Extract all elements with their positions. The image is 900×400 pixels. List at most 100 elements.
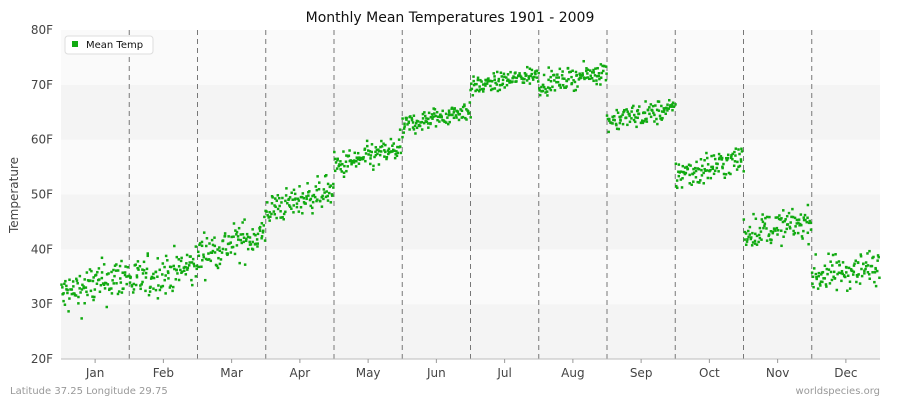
data-point: [611, 122, 614, 125]
data-point: [525, 65, 529, 69]
data-point: [574, 70, 578, 74]
data-point: [242, 240, 245, 244]
data-point: [81, 283, 84, 287]
data-point: [468, 101, 472, 104]
data-point: [274, 205, 277, 209]
data-point: [687, 163, 691, 167]
data-point: [726, 156, 730, 160]
data-point: [74, 294, 78, 297]
data-point: [737, 148, 740, 151]
data-point: [753, 242, 757, 245]
data-point: [475, 82, 478, 86]
data-point: [270, 202, 274, 205]
data-point: [377, 163, 381, 166]
data-point: [374, 146, 378, 149]
data-point: [737, 165, 740, 169]
data-point: [121, 271, 124, 274]
data-point: [167, 277, 170, 280]
data-point: [292, 211, 295, 214]
data-point: [471, 94, 475, 97]
data-point: [860, 274, 864, 278]
data-point: [485, 82, 489, 85]
data-point: [542, 73, 546, 77]
x-tick-label: Mar: [220, 366, 243, 380]
data-point: [783, 219, 786, 223]
data-point: [694, 169, 698, 173]
data-point: [613, 115, 616, 118]
data-point: [598, 77, 601, 81]
y-tick-label: 60F: [31, 133, 53, 147]
data-point: [776, 229, 780, 232]
data-point: [358, 156, 361, 159]
data-point: [667, 107, 670, 110]
data-point: [75, 277, 78, 281]
data-point: [415, 126, 419, 130]
data-point: [94, 273, 98, 277]
data-point: [89, 289, 93, 293]
data-point: [596, 66, 599, 70]
data-point: [827, 252, 830, 256]
data-point: [792, 229, 795, 233]
data-point: [742, 170, 745, 173]
data-point: [427, 117, 430, 121]
data-point: [288, 205, 292, 209]
data-point: [175, 255, 179, 259]
data-point: [205, 237, 209, 240]
data-point: [626, 110, 629, 113]
data-point: [213, 236, 216, 239]
data-point: [494, 81, 497, 85]
data-point: [309, 204, 313, 208]
data-point: [601, 64, 604, 68]
data-point: [645, 117, 648, 121]
data-point: [806, 231, 810, 235]
data-point: [686, 167, 690, 170]
data-point: [245, 237, 248, 241]
data-point: [301, 212, 304, 215]
legend: Mean Temp: [64, 35, 154, 55]
data-point: [177, 258, 181, 261]
data-point: [780, 244, 783, 248]
data-point: [864, 261, 868, 264]
data-point: [788, 225, 792, 229]
data-point: [544, 91, 547, 94]
data-point: [251, 248, 255, 251]
data-point: [600, 71, 604, 75]
data-point: [408, 128, 411, 131]
data-point: [506, 73, 510, 76]
data-point: [497, 79, 500, 83]
data-point: [98, 290, 102, 294]
data-point: [701, 164, 704, 168]
data-point: [669, 104, 672, 107]
data-point: [136, 260, 140, 263]
data-point: [73, 292, 76, 295]
data-point: [805, 220, 808, 224]
data-point: [710, 154, 713, 158]
data-point: [593, 74, 597, 77]
data-point: [868, 277, 871, 280]
data-point: [717, 152, 721, 156]
data-point: [668, 105, 672, 108]
data-point: [574, 88, 577, 92]
data-point: [465, 118, 468, 121]
data-point: [229, 241, 233, 244]
data-point: [369, 157, 372, 160]
data-point: [334, 161, 338, 164]
data-point: [602, 64, 606, 68]
data-point: [568, 70, 571, 74]
data-point: [768, 215, 771, 219]
data-point: [130, 285, 134, 288]
data-point: [556, 73, 559, 76]
data-point: [246, 235, 250, 239]
data-point: [205, 244, 208, 248]
data-point: [691, 172, 695, 176]
data-point: [475, 88, 479, 92]
data-point: [447, 113, 451, 117]
data-point: [184, 273, 188, 276]
data-point: [200, 265, 203, 268]
data-point: [194, 275, 198, 278]
data-point: [690, 183, 693, 186]
data-point: [105, 305, 109, 309]
data-point: [288, 196, 292, 199]
data-point: [173, 244, 176, 248]
data-point: [362, 156, 365, 159]
